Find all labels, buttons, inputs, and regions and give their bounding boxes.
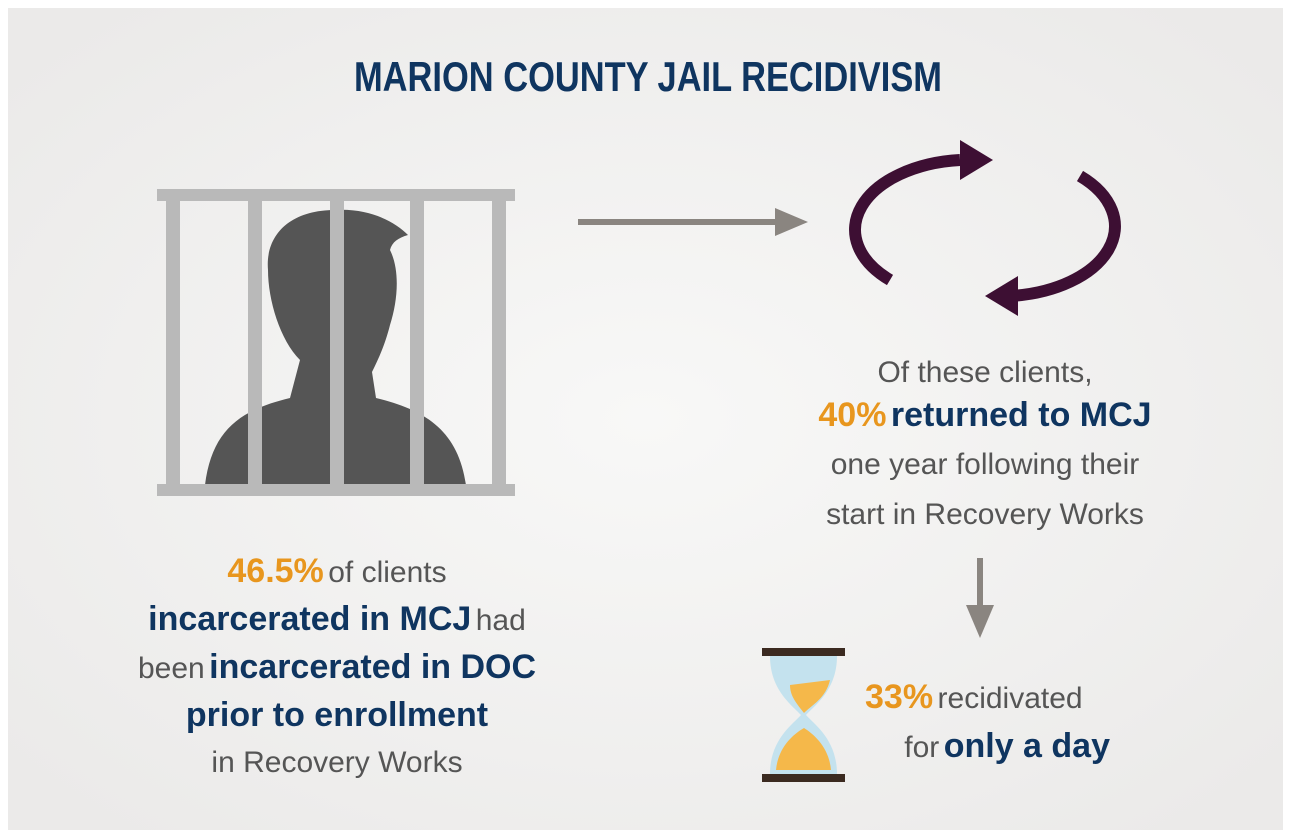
- bottom-line-1: 33% recidivated: [865, 678, 1083, 716]
- arrow-right: [578, 208, 808, 236]
- bottom-line-2: for only a day: [904, 727, 1110, 765]
- right-bold: returned to MCJ: [891, 396, 1152, 434]
- right-line-3: one year following their: [831, 448, 1140, 481]
- bottom-bold: only a day: [944, 727, 1110, 765]
- title: MARION COUNTY JAIL RECIDIVISM: [354, 53, 942, 100]
- right-line-1: Of these clients,: [877, 356, 1092, 389]
- left-line-1: 46.5% of clients: [227, 552, 446, 590]
- right-line-2: 40% returned to MCJ: [818, 396, 1151, 434]
- left-rest-1: of clients: [328, 556, 446, 589]
- bottom-start: for: [904, 731, 939, 764]
- right-stat: 40%: [818, 396, 886, 434]
- left-line-2: incarcerated in MCJ had: [148, 600, 526, 638]
- left-start-3: been: [138, 652, 205, 685]
- hourglass-icon: [762, 648, 845, 782]
- left-bold-2: incarcerated in MCJ: [148, 600, 471, 638]
- cycle-icon: [849, 140, 1121, 316]
- jail-icon: [157, 189, 515, 496]
- panel: [8, 8, 1283, 830]
- arrow-down: [966, 558, 994, 638]
- left-line-5: in Recovery Works: [211, 746, 462, 779]
- bottom-stat: 33%: [865, 678, 933, 716]
- left-bold-3: incarcerated in DOC: [209, 648, 536, 686]
- left-stat: 46.5%: [227, 552, 323, 590]
- right-line-4: start in Recovery Works: [826, 498, 1144, 531]
- left-line-3: been incarcerated in DOC: [138, 648, 536, 686]
- left-line-4: prior to enrollment: [186, 696, 488, 734]
- left-rest-2: had: [476, 604, 526, 637]
- bottom-rest: recidivated: [938, 682, 1083, 715]
